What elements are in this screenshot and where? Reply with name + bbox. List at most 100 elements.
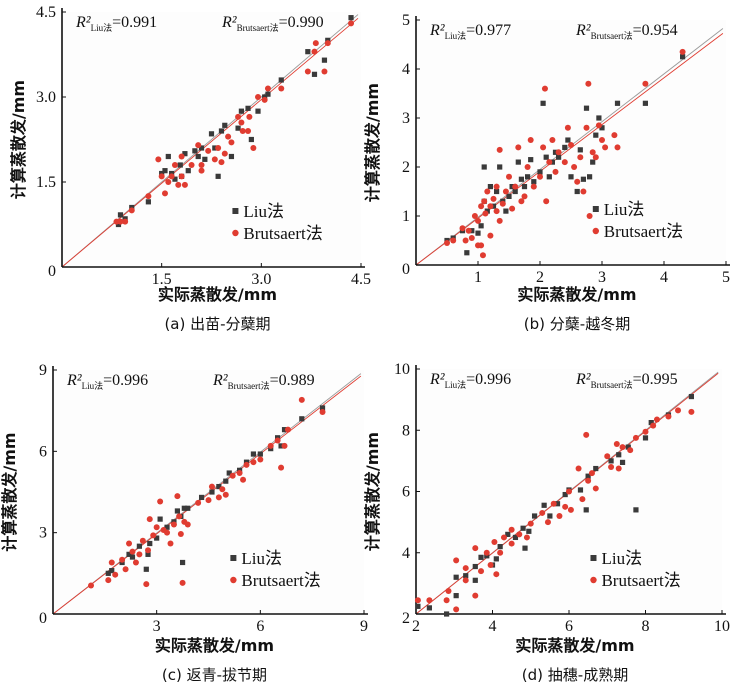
data-point-brutsaert: [221, 150, 228, 157]
data-point-liu: [444, 611, 450, 617]
data-point-brutsaert: [128, 207, 135, 214]
r2-subscript: Brutsaert法: [591, 30, 633, 41]
data-point-brutsaert: [471, 213, 478, 219]
r2-symbol: R²: [429, 371, 446, 388]
data-point-brutsaert: [613, 441, 620, 448]
data-point-brutsaert: [195, 499, 202, 506]
legend-marker-brutsaert: [592, 227, 599, 235]
data-point-brutsaert: [205, 497, 212, 504]
r2-value: =0.989: [270, 372, 315, 389]
r2-value: =0.995: [633, 371, 678, 388]
data-point-brutsaert: [568, 141, 574, 148]
data-point-liu: [223, 478, 229, 484]
data-point-brutsaert: [497, 549, 504, 556]
fit-line-brutsaert: [52, 375, 362, 615]
data-point-liu: [145, 199, 151, 205]
data-point-brutsaert: [566, 488, 572, 495]
data-point-liu: [475, 230, 481, 236]
data-point-liu: [185, 168, 191, 174]
data-point-liu: [556, 154, 562, 160]
legend-marker-brutsaert: [590, 576, 597, 584]
data-point-brutsaert: [555, 149, 562, 156]
data-point-brutsaert: [493, 571, 500, 578]
data-point-brutsaert: [561, 159, 568, 166]
data-point-brutsaert: [188, 162, 195, 168]
data-point-liu: [185, 505, 191, 511]
r2-symbol: R²: [221, 14, 238, 31]
data-point-liu: [509, 184, 515, 190]
data-point-brutsaert: [136, 551, 143, 558]
y-tick-label: 8: [402, 422, 410, 439]
x-tick-label: 3: [153, 618, 161, 635]
data-point-brutsaert: [583, 431, 590, 438]
data-point-liu: [526, 528, 532, 534]
r2-brutsaert-annotation: R²Brutsaert法=0.954: [575, 22, 678, 41]
data-point-brutsaert: [304, 68, 311, 75]
data-point-brutsaert: [462, 577, 469, 584]
data-point-liu: [195, 153, 201, 160]
data-point-liu: [235, 125, 241, 131]
data-point-brutsaert: [483, 549, 490, 556]
data-point-brutsaert: [540, 144, 547, 151]
x-tick-label: 5: [722, 269, 730, 286]
data-point-brutsaert: [688, 408, 695, 415]
r2-brutsaert-annotation: R²Brutsaert法=0.990: [221, 14, 324, 33]
data-point-brutsaert: [608, 464, 615, 470]
data-point-liu: [585, 473, 591, 479]
data-point-liu: [143, 566, 149, 572]
r2-symbol: R²: [575, 371, 592, 388]
data-point-brutsaert: [465, 227, 472, 234]
x-tick-label: 4: [489, 618, 497, 635]
data-point-liu: [590, 159, 596, 165]
data-point-liu: [596, 115, 602, 121]
data-point-brutsaert: [611, 132, 618, 139]
data-point-brutsaert: [175, 181, 182, 188]
data-point-liu: [648, 419, 654, 426]
x-axis-label: 实际蒸散发/mm: [155, 636, 274, 655]
data-point-liu: [599, 125, 605, 131]
data-point-brutsaert: [108, 559, 115, 566]
data-point-brutsaert: [523, 534, 530, 541]
y-tick-label: 5: [402, 12, 410, 29]
data-point-brutsaert: [181, 181, 188, 188]
data-point-brutsaert: [487, 203, 494, 210]
data-point-liu: [541, 502, 547, 508]
data-point-brutsaert: [311, 48, 318, 55]
data-point-brutsaert: [552, 168, 559, 175]
data-point-brutsaert: [168, 173, 175, 180]
r2-value: =0.996: [103, 372, 148, 389]
data-point-brutsaert: [167, 540, 174, 547]
data-point-liu: [172, 176, 178, 182]
data-point-brutsaert: [117, 218, 124, 225]
legend-label-liu: Liu法: [601, 549, 642, 568]
data-point-liu: [192, 148, 198, 154]
panel-caption: (d) 抽穗-成熟期: [522, 666, 628, 684]
r2-subscript: Liu法: [82, 380, 104, 391]
data-point-brutsaert: [218, 159, 225, 166]
data-point-brutsaert: [319, 409, 326, 416]
data-point-liu: [515, 159, 521, 165]
y-tick-label: 4: [402, 545, 410, 562]
data-point-liu: [265, 91, 271, 97]
y-tick-label: 0: [48, 263, 56, 280]
data-point-liu: [117, 212, 124, 218]
data-point-brutsaert: [119, 556, 126, 563]
series-brutsaert: [444, 48, 686, 259]
data-point-liu: [484, 208, 490, 214]
data-point-brutsaert: [527, 520, 534, 527]
data-point-brutsaert: [245, 128, 252, 134]
data-point-brutsaert: [493, 208, 500, 215]
data-point-brutsaert: [615, 465, 622, 472]
data-point-liu: [608, 458, 614, 464]
panel-d: 2 4 6 8 10 2 4 6 8 10 实际蒸散发/mm 计算蒸散发/mm (d) 抽穗-成熟期 R²…: [363, 361, 730, 684]
data-point-liu: [614, 100, 621, 106]
y-tick-label: 0: [39, 610, 47, 627]
data-point-brutsaert: [509, 205, 516, 212]
data-point-brutsaert: [527, 137, 534, 144]
data-point-brutsaert: [583, 124, 590, 131]
legend-label-liu: Liu法: [243, 202, 284, 221]
data-point-brutsaert: [179, 579, 186, 586]
data-point-liu: [162, 168, 168, 174]
r2-symbol: R²: [575, 22, 592, 39]
